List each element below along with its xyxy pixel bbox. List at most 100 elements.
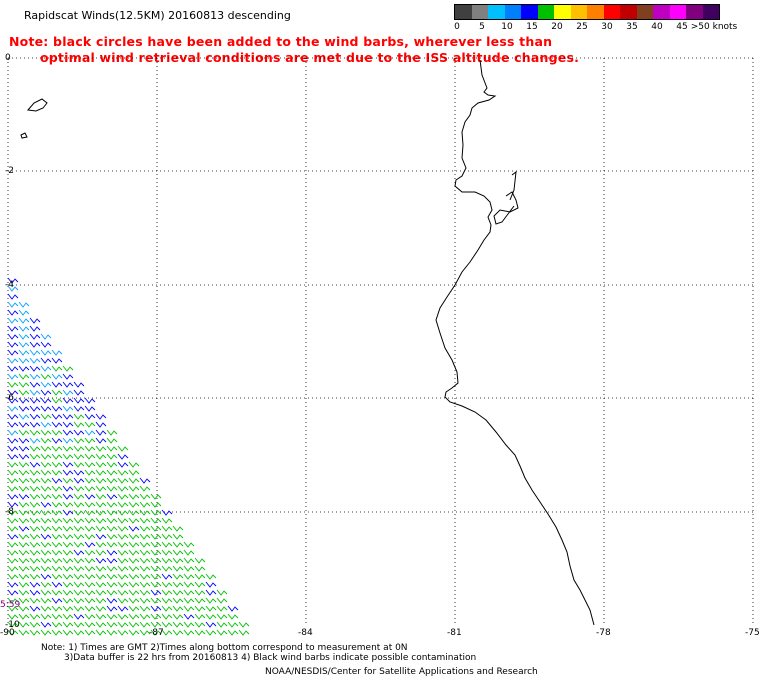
wind-barb <box>106 437 118 444</box>
wind-barb <box>84 437 96 444</box>
wind-barb <box>29 397 41 404</box>
wind-barb <box>7 301 19 308</box>
wind-barb <box>29 317 41 324</box>
wind-barb <box>95 509 107 516</box>
wind-barb <box>40 581 52 588</box>
legend-swatch <box>455 5 472 19</box>
wind-barb <box>84 597 96 604</box>
wind-barb <box>106 501 118 508</box>
wind-barb <box>18 557 30 564</box>
wind-barb <box>106 445 118 452</box>
wind-barb <box>172 541 184 548</box>
wind-barb <box>29 533 41 540</box>
wind-barb <box>7 557 19 564</box>
wind-barb <box>29 341 41 348</box>
wind-barb <box>128 629 140 636</box>
wind-barb <box>51 541 63 548</box>
wind-barb <box>51 501 63 508</box>
latitude-label: -2 <box>5 166 14 176</box>
wind-barb <box>139 525 151 532</box>
wind-barb <box>73 469 85 476</box>
wind-barb <box>117 605 129 612</box>
wind-barb <box>51 365 63 372</box>
wind-barb <box>161 565 173 572</box>
wind-barb <box>7 605 19 612</box>
wind-barb <box>51 453 63 460</box>
wind-barb <box>18 413 30 420</box>
wind-barb <box>73 509 85 516</box>
wind-barb <box>106 533 118 540</box>
wind-barb <box>29 429 41 436</box>
wind-barb <box>84 453 96 460</box>
wind-barb <box>84 445 96 452</box>
wind-barb <box>7 285 19 292</box>
wind-barb <box>84 485 96 492</box>
wind-barb <box>117 477 129 484</box>
wind-barb <box>161 557 173 564</box>
wind-barb <box>7 309 19 316</box>
wind-barb <box>51 573 63 580</box>
longitude-label: -84 <box>298 628 313 638</box>
wind-barb <box>18 397 30 404</box>
wind-barb <box>51 525 63 532</box>
wind-barb <box>7 477 19 484</box>
wind-barb <box>18 605 30 612</box>
wind-barb <box>161 629 173 636</box>
wind-barb <box>18 541 30 548</box>
wind-barb <box>40 621 52 628</box>
wind-barb <box>150 541 162 548</box>
wind-barb <box>62 581 74 588</box>
wind-barb <box>161 533 173 540</box>
wind-barb <box>95 429 107 436</box>
wind-barb <box>117 629 129 636</box>
wind-barb <box>40 373 52 380</box>
wind-barb <box>172 613 184 620</box>
wind-barb <box>128 613 140 620</box>
wind-barb <box>7 509 19 516</box>
wind-barb <box>62 629 74 636</box>
wind-barb <box>161 613 173 620</box>
wind-barb <box>51 373 63 380</box>
wind-barb <box>73 581 85 588</box>
wind-barb <box>18 613 30 620</box>
wind-barb <box>84 557 96 564</box>
wind-barb <box>106 517 118 524</box>
wind-barb <box>29 525 41 532</box>
legend-label: 20 <box>551 22 563 32</box>
wind-barb <box>194 597 206 604</box>
wind-barb <box>29 477 41 484</box>
wind-barb <box>18 309 30 316</box>
wind-barb <box>73 429 85 436</box>
wind-barbs <box>7 277 250 636</box>
wind-barb <box>40 541 52 548</box>
wind-barb <box>40 437 52 444</box>
wind-barb <box>106 429 118 436</box>
legend-swatch <box>669 5 686 19</box>
wind-barb <box>161 621 173 628</box>
wind-barb <box>150 549 162 556</box>
wind-barb <box>18 485 30 492</box>
wind-barb <box>62 493 74 500</box>
wind-barb <box>128 477 140 484</box>
wind-barb <box>73 613 85 620</box>
wind-barb <box>7 397 19 404</box>
wind-barb <box>51 613 63 620</box>
legend-swatch <box>570 5 587 19</box>
wind-barb <box>128 565 140 572</box>
wind-barb <box>62 485 74 492</box>
wind-barb <box>95 469 107 476</box>
wind-barb <box>62 461 74 468</box>
wind-barb <box>84 493 96 500</box>
wind-barb <box>106 597 118 604</box>
wind-barb <box>73 501 85 508</box>
wind-barb <box>95 517 107 524</box>
wind-barb <box>183 573 195 580</box>
legend-label: 15 <box>526 22 538 32</box>
legend-label: 10 <box>501 22 513 32</box>
wind-barb <box>95 597 107 604</box>
wind-barb <box>128 469 140 476</box>
wind-barb <box>40 461 52 468</box>
wind-barb <box>7 597 19 604</box>
wind-barb <box>51 461 63 468</box>
wind-barb <box>128 581 140 588</box>
